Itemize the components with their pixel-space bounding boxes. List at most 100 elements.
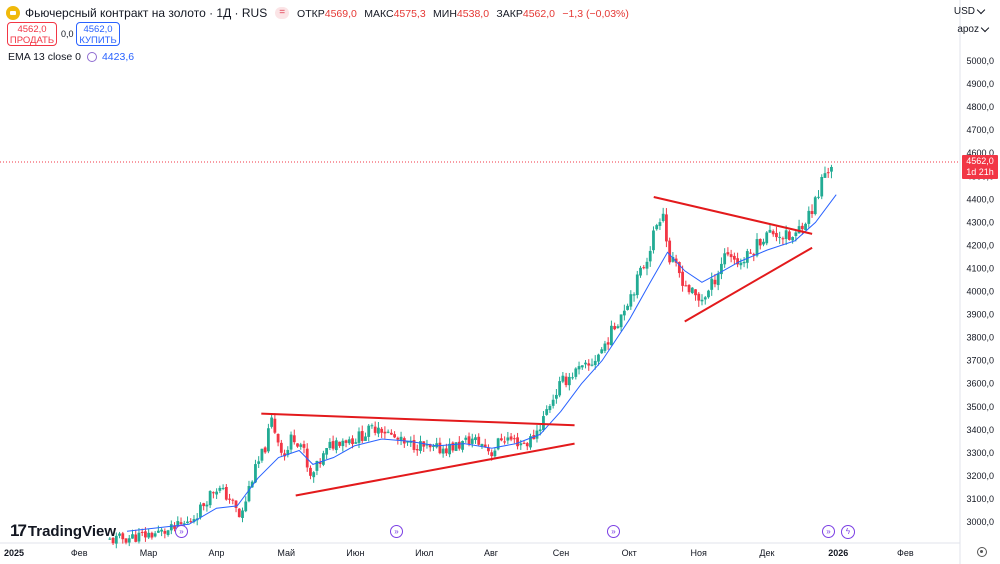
time-tick-label: Июл: [415, 548, 434, 558]
chart-legend: Фьючерсный контракт на золото · 1Д · RUS…: [6, 6, 633, 20]
candle: [616, 326, 620, 329]
price-tick-label: 4200,0: [966, 240, 994, 250]
price-tick-label: 4900,0: [966, 79, 994, 89]
candle: [820, 177, 824, 197]
candle: [690, 287, 694, 294]
dividend-event-icon[interactable]: »: [607, 525, 620, 538]
trendlines: [261, 196, 813, 497]
candle: [729, 254, 733, 258]
candle: [441, 448, 445, 454]
candle: [389, 432, 393, 435]
candle: [377, 427, 380, 434]
time-tick-label: Фев: [70, 548, 88, 558]
candle: [477, 436, 481, 445]
candle: [745, 251, 749, 263]
price-tick-label: 4600,0: [966, 148, 994, 158]
candle: [386, 431, 390, 433]
candle: [752, 253, 756, 256]
candle: [720, 263, 723, 275]
candle: [328, 441, 332, 449]
candle: [483, 444, 487, 448]
candle: [810, 211, 814, 214]
candle: [399, 436, 403, 441]
candle: [221, 487, 225, 489]
candle: [749, 252, 752, 254]
candle: [639, 267, 642, 276]
candle: [254, 464, 257, 483]
gear-icon[interactable]: [977, 547, 987, 557]
chevron-down-icon: [976, 5, 986, 15]
candle: [344, 440, 348, 443]
price-tick-label: 4100,0: [966, 263, 994, 273]
ema-series: [126, 194, 837, 532]
time-tick-label: Окт: [621, 548, 637, 558]
time-tick-label: Сен: [552, 548, 570, 558]
candle: [432, 445, 435, 447]
candle: [383, 431, 387, 434]
candle: [732, 255, 736, 260]
candle: [610, 325, 613, 346]
buy-button[interactable]: 4562,0 КУПИТЬ: [76, 22, 120, 46]
dividend-event-icon[interactable]: »: [822, 525, 835, 538]
last-price-label: 4562,0 1d 21h: [962, 155, 998, 179]
compare-toggle[interactable]: =: [275, 7, 290, 19]
time-tick-label: Дек: [759, 548, 775, 558]
tradingview-logo[interactable]: 17 TradingView: [10, 521, 117, 540]
candle: [331, 441, 335, 449]
candle: [296, 443, 299, 447]
candle: [622, 310, 626, 316]
candle: [597, 354, 600, 362]
trendline[interactable]: [261, 412, 575, 427]
price-tick-label: 4300,0: [966, 217, 994, 227]
candle: [564, 376, 568, 386]
candle: [771, 231, 775, 235]
trendline[interactable]: [684, 246, 813, 323]
candle: [111, 537, 115, 544]
candle: [189, 521, 193, 523]
price-axis: 3000,0 3100,0 3200,0 3300,0 3400,0 3500,0 3600…: [966, 56, 994, 527]
candle: [347, 439, 351, 444]
ema-legend[interactable]: EMA 13 close 0 4423,6: [8, 51, 135, 63]
dividend-event-icon[interactable]: »: [175, 525, 188, 538]
candle: [309, 467, 312, 476]
trendline[interactable]: [653, 196, 813, 235]
price-tick-label: 4000,0: [966, 287, 994, 297]
scale-mode-selector[interactable]: apoz: [957, 23, 990, 35]
candle: [755, 239, 759, 256]
candle: [412, 440, 416, 450]
candle: [250, 481, 254, 488]
candle: [655, 225, 659, 230]
candle: [134, 534, 138, 542]
candle: [186, 521, 189, 524]
candle: [415, 449, 419, 451]
time-tick-label: Май: [277, 548, 296, 558]
candle: [464, 437, 468, 440]
trendline[interactable]: [295, 442, 575, 497]
candle: [199, 504, 202, 518]
candle: [648, 250, 652, 262]
candle: [338, 441, 341, 446]
candle: [208, 491, 212, 506]
candle: [794, 232, 798, 236]
candle: [124, 538, 128, 543]
candle: [613, 326, 617, 330]
candle: [687, 285, 691, 293]
symbol-title[interactable]: Фьючерсный контракт на золото · 1Д · RUS: [25, 6, 268, 20]
candle: [144, 531, 147, 538]
candle: [506, 437, 510, 441]
candle: [781, 238, 785, 240]
indicator-settings-icon[interactable]: [86, 52, 97, 62]
candle: [807, 210, 811, 224]
candle: [787, 231, 791, 240]
candle: [697, 293, 701, 301]
dividend-event-icon[interactable]: »: [390, 525, 403, 538]
ohlc-readout: ОТКР4569,0 МАКС4575,3 МИН4538,0 ЗАКР4562…: [297, 8, 629, 20]
lightning-icon[interactable]: ϟ: [841, 525, 855, 539]
candle: [169, 524, 173, 531]
chevron-down-icon: [980, 23, 990, 33]
candle: [283, 453, 286, 457]
sell-button[interactable]: 4562,0 ПРОДАТЬ: [7, 22, 57, 46]
candle: [396, 437, 400, 440]
currency-selector[interactable]: USD: [954, 5, 986, 17]
